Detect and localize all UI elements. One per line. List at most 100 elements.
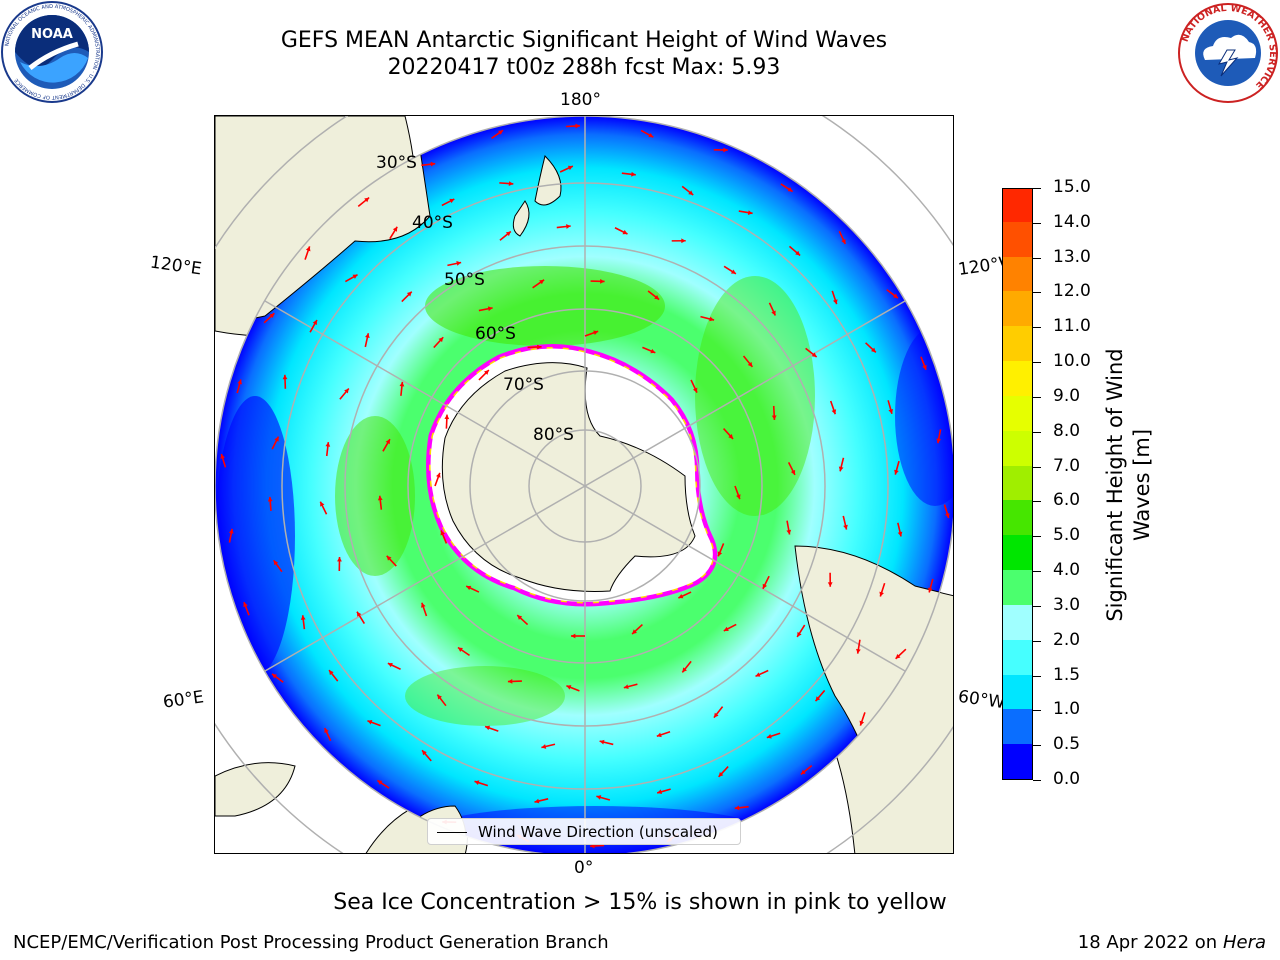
wave-arrow-head [437, 694, 442, 700]
colorbar-tick [1033, 396, 1041, 398]
wave-arrow-head [730, 269, 736, 274]
wave-arrow-head [387, 662, 393, 668]
wave-direction-arrows [220, 123, 950, 849]
wave-arrow-head [787, 187, 793, 192]
wave-arrow-head [762, 583, 768, 589]
wave-arrow-head [505, 231, 511, 237]
wave-arrow-head [575, 123, 580, 129]
wave-arrow-head [365, 333, 370, 339]
wave-arrow-head [879, 591, 884, 597]
wave-arrow-head [728, 434, 734, 439]
wave-arrow-head [444, 414, 450, 420]
colorbar-segment [1003, 430, 1032, 466]
wave-arrow-head [897, 531, 903, 537]
colorbar-tick-label: 8.0 [1053, 420, 1081, 441]
colorbar-tick-label: 11.0 [1053, 316, 1091, 337]
noaa-logo-text: NOAA [31, 27, 73, 42]
wave-arrow-head [599, 739, 605, 745]
wave-arrow-head [797, 631, 802, 637]
wave-arrow-head [718, 772, 724, 777]
graticule [215, 116, 953, 853]
wave-arrow-head [300, 615, 306, 620]
footer-date-text: 18 Apr 2022 on [1077, 932, 1223, 953]
wave-arrow-head [800, 769, 806, 775]
wave-arrow-head [364, 197, 370, 203]
wave-arrow-head [841, 238, 846, 244]
wave-arrow-head [377, 780, 383, 785]
lat-label-80s: 80°S [533, 425, 574, 445]
colorbar-tick-label: 12.0 [1053, 281, 1091, 302]
wave-arrow-head [566, 224, 571, 229]
wave-arrow-head [747, 361, 753, 367]
wave-arrow-head [438, 337, 444, 343]
wave-arrow-head [386, 555, 392, 561]
wave-arrow-head [688, 190, 694, 195]
colorbar-tick-label: 6.0 [1053, 490, 1081, 511]
colorbar-tick [1033, 605, 1041, 607]
colorbar-tick [1033, 292, 1041, 294]
wave-arrow-head [648, 132, 654, 138]
footer-host: Hera [1222, 932, 1266, 953]
colorbar-segment [1003, 189, 1032, 222]
legend-line-sample [437, 832, 467, 833]
colorbar-tick [1033, 571, 1041, 573]
wave-arrow-head [827, 582, 833, 587]
wave-arrow-head [623, 684, 629, 689]
wave-arrow-head [274, 436, 279, 442]
wave-arrow-head [237, 379, 243, 385]
lon-label-180: 180° [560, 90, 601, 110]
wave-arrow-head [945, 513, 950, 518]
wave-arrow-head [498, 130, 504, 135]
colorbar-segment [1003, 534, 1032, 571]
colorbar-tick-label: 9.0 [1053, 385, 1081, 406]
wave-arrow-head [324, 728, 329, 734]
colorbar-tick [1033, 536, 1041, 538]
colorbar-tick [1033, 327, 1041, 329]
wave-arrow-head [485, 725, 491, 731]
wave-arrow-head [356, 611, 362, 617]
lat-label-60s: 60°S [475, 324, 516, 344]
colorbar-tick-label: 5.0 [1053, 525, 1081, 546]
colorbar-tick-label: 14.0 [1053, 211, 1091, 232]
wave-arrow-head [367, 720, 373, 725]
wave-arrow-head [936, 438, 942, 444]
wave-arrow-head [678, 593, 684, 599]
map-legend: Wind Wave Direction (unscaled) [427, 818, 741, 845]
chart-subtitle: 20220417 t00z 288h fcst Max: 5.93 [387, 55, 781, 80]
wave-arrow-head [713, 712, 719, 718]
colorbar-tick [1033, 745, 1041, 747]
wave-arrow-head [894, 469, 899, 475]
wave-arrow-head [893, 293, 898, 299]
wave-arrow-head [795, 250, 801, 256]
wave-arrow-head [600, 278, 605, 284]
colorbar-segment [1003, 639, 1032, 675]
wave-arrow-head [534, 798, 540, 804]
wave-arrow-head [681, 238, 686, 244]
sea-ice-caption: Sea Ice Concentration > 15% is shown in … [333, 890, 947, 915]
footer-credit: NCEP/EMC/Verification Post Processing Pr… [13, 932, 609, 953]
wave-arrow-head [771, 310, 776, 316]
colorbar-tick [1033, 501, 1041, 503]
colorbar-label-line2: Waves [m] [1130, 428, 1154, 542]
footer-date: 18 Apr 2022 on Hera [1078, 932, 1266, 953]
wave-arrow-head [811, 352, 817, 358]
wave-arrow-head [927, 587, 933, 593]
wave-arrow-head [838, 466, 844, 472]
wave-arrow-head [755, 672, 761, 677]
lat-label-70s: 70°S [503, 375, 544, 395]
wave-arrow-head [895, 654, 901, 659]
wave-arrow-head [329, 670, 334, 676]
colorbar-tick-label: 0.5 [1053, 734, 1081, 755]
colorbar-tick-label: 13.0 [1053, 246, 1091, 267]
wave-arrow-head [484, 370, 489, 375]
wave-arrow-head [593, 330, 599, 335]
wave-arrow-head [922, 364, 927, 370]
colorbar-segment [1003, 465, 1032, 501]
wave-arrow-head [228, 528, 234, 534]
colorbar [1002, 188, 1033, 780]
colorbar-segment [1003, 743, 1032, 779]
colorbar-tick [1033, 431, 1041, 433]
wave-arrow-head [385, 439, 390, 445]
colorbar-tick [1033, 257, 1041, 259]
colorbar-tick [1033, 710, 1041, 712]
